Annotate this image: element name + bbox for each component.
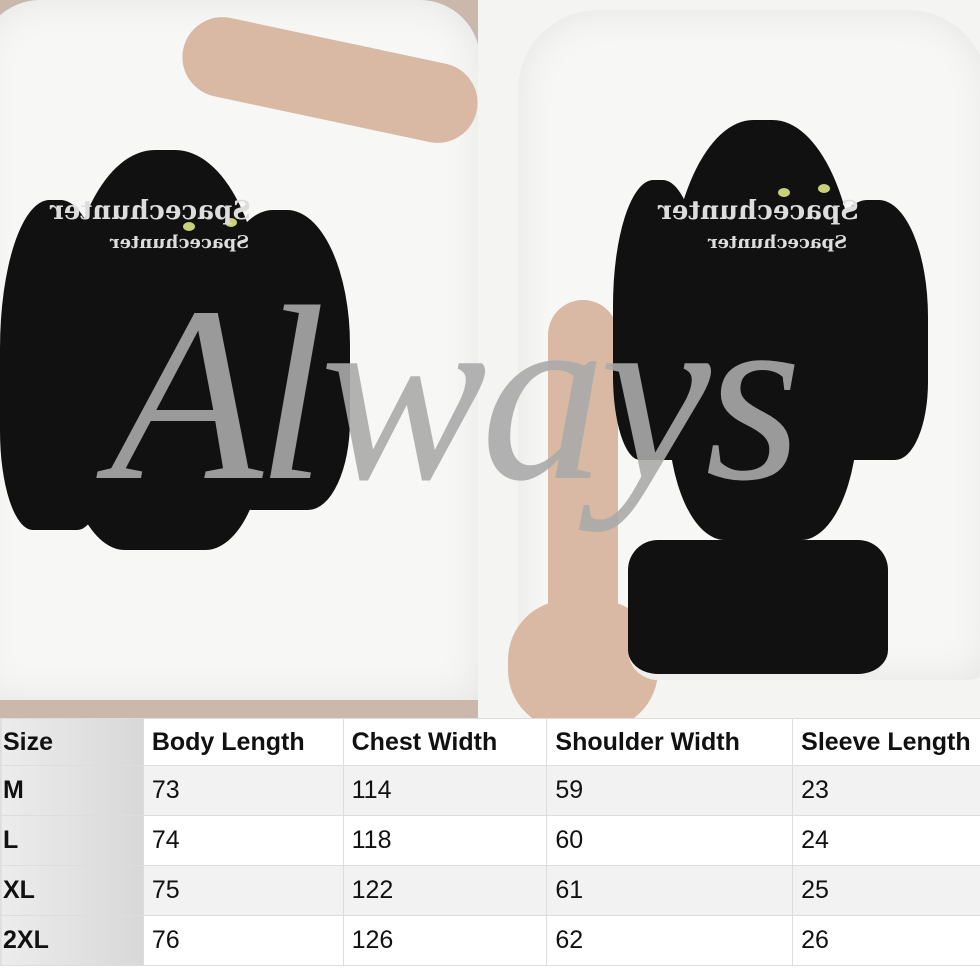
- product-photo-model: Spacechunter Spacechunter: [478, 0, 980, 718]
- cat-image: [210, 210, 350, 510]
- table-row: L 74 118 60 24: [0, 815, 980, 866]
- cell: 59: [546, 765, 794, 816]
- cell: 24: [792, 815, 980, 866]
- shirt-print-text: Spacechunter: [658, 196, 859, 226]
- table-row: XL 75 122 61 25: [0, 865, 980, 916]
- cell: 62: [546, 915, 794, 966]
- cell: 75: [142, 865, 344, 916]
- cell: 74: [142, 815, 344, 866]
- shirt-print-subtext: Spacechunter: [708, 232, 848, 253]
- cell: 118: [342, 815, 548, 866]
- cell: 126: [342, 915, 548, 966]
- product-photo-front: Spacechunter Spacechunter: [0, 0, 478, 718]
- header-body-length: Body Length: [142, 718, 344, 766]
- header-shoulder-width: Shoulder Width: [546, 718, 794, 766]
- cell-size: XL: [0, 865, 144, 916]
- cell-size: 2XL: [0, 915, 144, 966]
- cell: 26: [792, 915, 980, 966]
- shirt-print-subtext: Spacechunter: [110, 232, 250, 253]
- cell: 73: [142, 765, 344, 816]
- shorts: [628, 540, 888, 680]
- table-header-row: Size Body Length Chest Width Shoulder Wi…: [0, 718, 980, 766]
- cell: 61: [546, 865, 794, 916]
- cat-image: [818, 200, 928, 460]
- cell: 60: [546, 815, 794, 866]
- cell: 25: [792, 865, 980, 916]
- cell: 122: [342, 865, 548, 916]
- cell-size: L: [0, 815, 144, 866]
- cell: 114: [342, 765, 548, 816]
- cell-size: M: [0, 765, 144, 816]
- watermark-text: Always: [110, 256, 802, 533]
- shirt-print-text: Spacechunter: [50, 196, 251, 226]
- size-chart-table: Size Body Length Chest Width Shoulder Wi…: [0, 718, 980, 966]
- table-row: M 73 114 59 23: [0, 765, 980, 816]
- header-size: Size: [0, 718, 144, 766]
- header-chest-width: Chest Width: [342, 718, 548, 766]
- cell: 76: [142, 915, 344, 966]
- header-sleeve-length: Sleeve Length: [792, 718, 980, 766]
- cell: 23: [792, 765, 980, 816]
- table-row: 2XL 76 126 62 26: [0, 915, 980, 966]
